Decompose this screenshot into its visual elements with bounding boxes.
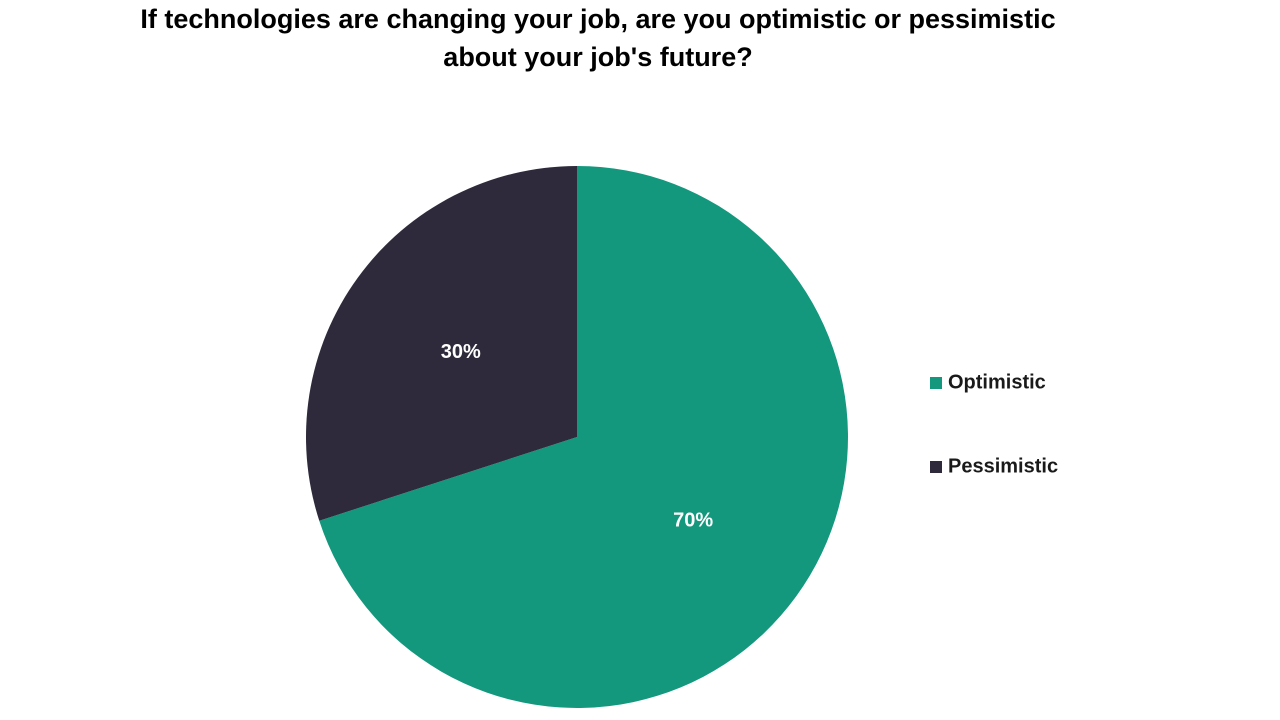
data-label: 70%	[673, 510, 713, 532]
legend-swatch	[930, 461, 942, 473]
data-label: 30%	[441, 341, 481, 363]
legend-label: Optimistic	[948, 371, 1046, 393]
chart-title: If technologies are changing your job, a…	[140, 4, 1056, 72]
pie-slice	[319, 166, 848, 708]
pie-slice	[306, 166, 577, 521]
legend-swatch	[930, 377, 942, 389]
legend-label: Pessimistic	[948, 455, 1058, 477]
